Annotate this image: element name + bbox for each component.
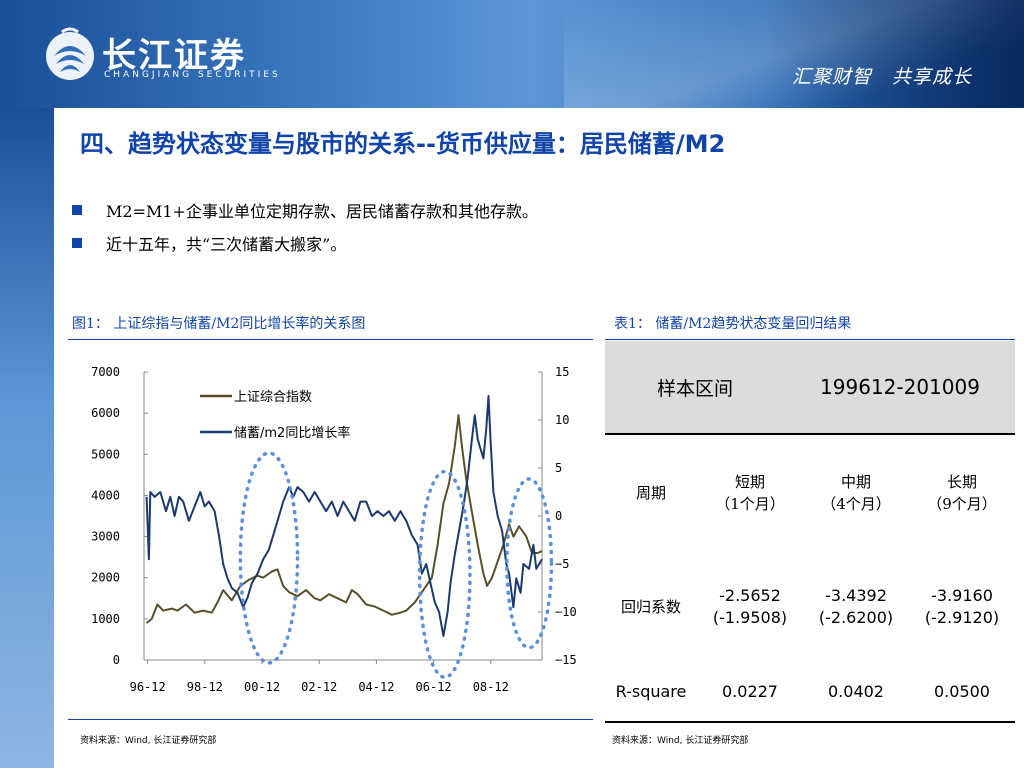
x-tick-label: 96-12	[130, 680, 166, 694]
chart-series	[145, 395, 543, 637]
bullet-item: 近十五年，共“三次储蓄大搬家”。	[72, 226, 538, 259]
table-row-coef: 回归系数 -2.5652 (-1.9508) -3.4392 (-2.6200)…	[605, 551, 1015, 663]
y-right-tick-label: −15	[555, 653, 577, 667]
y-left-tick-label: 7000	[91, 365, 120, 379]
y-left-tick-label: 2000	[91, 571, 120, 585]
y-right-tick-label: −5	[555, 557, 569, 571]
logo-chinese-name: 长江证券	[102, 36, 246, 76]
dotted-circle-annotation	[417, 469, 472, 680]
table-header-row: 样本区间 199612-201009	[605, 341, 1015, 435]
bullet-square-icon	[72, 204, 82, 215]
x-tick-label: 08-12	[473, 680, 509, 694]
table-source: 资料来源：Wind, 长江证券研究部	[612, 736, 749, 746]
header-band: 长江证券 CHANGJIANG SECURITIES 汇聚财智 共享成长	[0, 0, 1024, 108]
coef-value: -3.4392	[825, 586, 887, 605]
table-top-rule	[605, 339, 1015, 340]
x-tick-label: 98-12	[187, 680, 223, 694]
coef-value: -2.5652	[719, 586, 781, 605]
chart-ticks: 0 1000 2000 3000 4000 5000 6000 7000 −15 −10 −5 0 5 1…	[91, 365, 577, 694]
series-line-index	[145, 414, 543, 624]
period-name: 短期	[734, 473, 765, 491]
y-left-tick-label: 1000	[91, 612, 120, 626]
legend-label: 上证综合指数	[234, 390, 312, 405]
rsquare-value: 0.0500	[934, 682, 990, 701]
coef-tstat: (-1.9508)	[712, 608, 788, 627]
bullet-square-icon	[72, 237, 82, 248]
sample-range-label: 样本区间	[656, 377, 733, 400]
y-right-tick-label: 10	[555, 413, 569, 427]
dotted-circle-annotation	[238, 451, 300, 665]
line-chart: 0 1000 2000 3000 4000 5000 6000 7000 −15 −10 −5 0 5 1…	[91, 365, 577, 694]
bullet-list: M2=M1+企事业单位定期存款、居民储蓄存款和其他存款。 近十五年，共“三次储蓄…	[72, 193, 538, 259]
coef-label: 回归系数	[620, 598, 681, 616]
bullet-text: M2=M1+企事业单位定期存款、居民储蓄存款和其他存款。	[106, 201, 538, 221]
coef-cell: -3.9160 (-2.9120)	[909, 585, 1015, 629]
figure-top-rule	[68, 339, 593, 340]
content-area	[54, 108, 1024, 768]
period-cell: 中期 （4个月）	[803, 471, 909, 515]
x-tick-label: 04-12	[358, 680, 394, 694]
y-left-tick-label: 3000	[91, 530, 120, 544]
rsquare-value: 0.0227	[722, 682, 778, 701]
y-right-tick-label: −10	[555, 605, 577, 619]
period-detail: （4个月）	[821, 495, 891, 513]
rsquare-value: 0.0402	[828, 682, 884, 701]
figure-source: 资料来源：Wind, 长江证券研究部	[80, 736, 217, 746]
x-tick-label: 00-12	[244, 680, 280, 694]
header-shade	[764, 0, 1024, 108]
rsquare-label: R-square	[615, 682, 687, 701]
dotted-circle-annotation	[505, 477, 554, 650]
bullet-text: 近十五年，共“三次储蓄大搬家”。	[106, 234, 347, 254]
figure-bottom-rule	[68, 719, 593, 720]
series-line-ratio	[145, 395, 543, 637]
coef-cell: -3.4392 (-2.6200)	[803, 585, 909, 629]
coef-value: -3.9160	[931, 586, 993, 605]
chart-annotations	[238, 451, 554, 680]
table-caption: 表1： 储蓄/M2趋势状态变量回归结果	[614, 316, 852, 332]
period-name: 中期	[840, 473, 871, 491]
page-title: 四、趋势状态变量与股市的关系--货币供应量：居民储蓄/M2	[80, 130, 726, 158]
x-tick-label: 02-12	[301, 680, 337, 694]
y-left-tick-label: 0	[113, 653, 120, 667]
coef-tstat: (-2.6200)	[818, 608, 894, 627]
figure-caption: 图1： 上证综指与储蓄/M2同比增长率的关系图	[72, 316, 366, 332]
y-left-tick-label: 6000	[91, 406, 120, 420]
y-right-tick-label: 0	[555, 509, 562, 523]
logo-english-name: CHANGJIANG SECURITIES	[104, 70, 281, 80]
legend-label: 储蓄/m2同比增长率	[234, 425, 350, 441]
y-right-tick-label: 15	[555, 365, 569, 379]
y-right-tick-label: 5	[555, 461, 562, 475]
period-cell: 长期 （9个月）	[909, 471, 1015, 515]
chart-axes	[143, 372, 543, 661]
period-name: 长期	[946, 473, 977, 491]
period-detail: （1个月）	[715, 495, 785, 513]
regression-table: 样本区间 199612-201009 周期 短期 （1个月） 中期 （4个月） …	[605, 341, 1015, 723]
y-left-tick-label: 4000	[91, 488, 120, 502]
period-cell: 短期 （1个月）	[697, 471, 803, 515]
bullet-item: M2=M1+企事业单位定期存款、居民储蓄存款和其他存款。	[72, 193, 538, 226]
period-label: 周期	[635, 484, 666, 502]
x-tick-label: 06-12	[416, 680, 452, 694]
table-row-rsquare: R-square 0.0227 0.0402 0.0500	[605, 663, 1015, 723]
table-row-period: 周期 短期 （1个月） 中期 （4个月） 长期 （9个月）	[605, 435, 1015, 551]
sample-range-value: 199612-201009	[820, 375, 980, 399]
coef-cell: -2.5652 (-1.9508)	[697, 585, 803, 629]
company-logo: 长江证券 CHANGJIANG SECURITIES	[44, 26, 284, 88]
slogan: 汇聚财智 共享成长	[791, 66, 972, 88]
y-left-tick-label: 5000	[91, 447, 120, 461]
coef-tstat: (-2.9120)	[924, 608, 1000, 627]
period-detail: （9个月）	[927, 495, 997, 513]
logo-mark-icon	[46, 27, 94, 80]
left-decor-bar	[0, 108, 54, 768]
